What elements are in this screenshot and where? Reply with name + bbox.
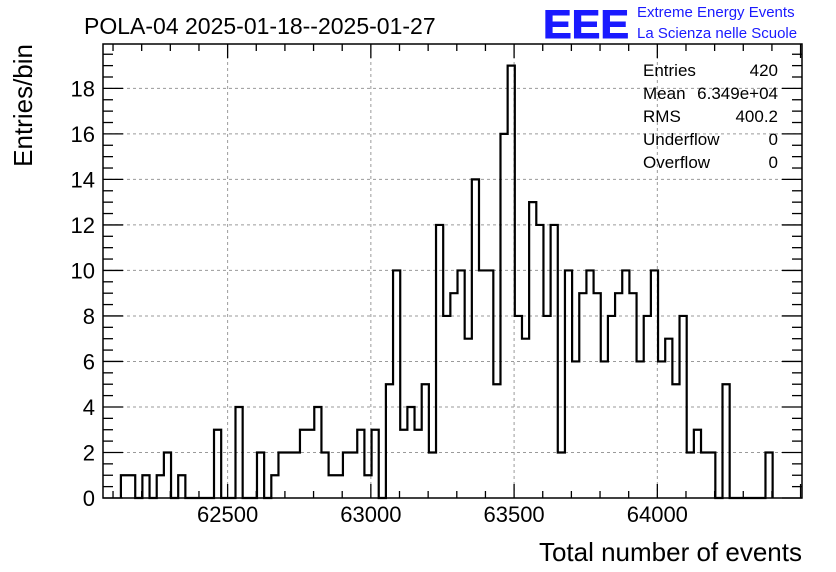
tick-labels: 62500 63000 63500 64000 0 2 4 6 8 10 12 14 16 18 bbox=[71, 76, 688, 527]
stats-overflow-label: Overflow bbox=[643, 153, 711, 172]
x-tick-label: 63000 bbox=[340, 502, 401, 527]
y-tick-label: 10 bbox=[71, 258, 95, 283]
grid-lines bbox=[103, 44, 802, 498]
stats-entries-label: Entries bbox=[643, 61, 696, 80]
y-tick-label: 14 bbox=[71, 167, 95, 192]
y-tick-label: 8 bbox=[83, 304, 95, 329]
stats-underflow-value: 0 bbox=[769, 130, 778, 149]
stats-rms-value: 400.2 bbox=[735, 107, 778, 126]
stats-entries-value: 420 bbox=[750, 61, 778, 80]
y-tick-label: 4 bbox=[83, 395, 95, 420]
x-tick-label: 63500 bbox=[483, 502, 544, 527]
stats-overflow-value: 0 bbox=[769, 153, 778, 172]
y-axis-label: Entries/bin bbox=[8, 44, 38, 167]
histogram-bars bbox=[119, 64, 774, 500]
y-tick-label: 16 bbox=[71, 122, 95, 147]
stats-underflow-label: Underflow bbox=[643, 130, 720, 149]
y-tick-label: 18 bbox=[71, 76, 95, 101]
stats-mean-label: Mean bbox=[643, 84, 686, 103]
axis-ticks bbox=[103, 44, 802, 499]
stats-box: Entries 420 Mean 6.349e+04 RMS 400.2 Und… bbox=[643, 61, 778, 172]
eee-logo: EEE Extreme Energy Events La Scienza nel… bbox=[543, 3, 798, 48]
eee-logo-line1: Extreme Energy Events bbox=[637, 4, 795, 21]
stats-mean-value: 6.349e+04 bbox=[697, 84, 778, 103]
y-tick-label: 12 bbox=[71, 213, 95, 238]
x-axis-label: Total number of events bbox=[539, 537, 802, 567]
eee-logo-line2: La Scienza nelle Scuole bbox=[637, 25, 797, 42]
y-tick-label: 6 bbox=[83, 349, 95, 374]
y-tick-label: 0 bbox=[83, 486, 95, 511]
stats-rms-label: RMS bbox=[643, 107, 681, 126]
histogram-outline bbox=[119, 64, 774, 500]
chart-title: POLA-04 2025-01-18--2025-01-27 bbox=[84, 13, 436, 39]
y-tick-label: 2 bbox=[83, 440, 95, 465]
x-tick-label: 62500 bbox=[197, 502, 258, 527]
eee-logo-mark: EEE bbox=[543, 3, 629, 47]
x-tick-label: 64000 bbox=[627, 502, 688, 527]
